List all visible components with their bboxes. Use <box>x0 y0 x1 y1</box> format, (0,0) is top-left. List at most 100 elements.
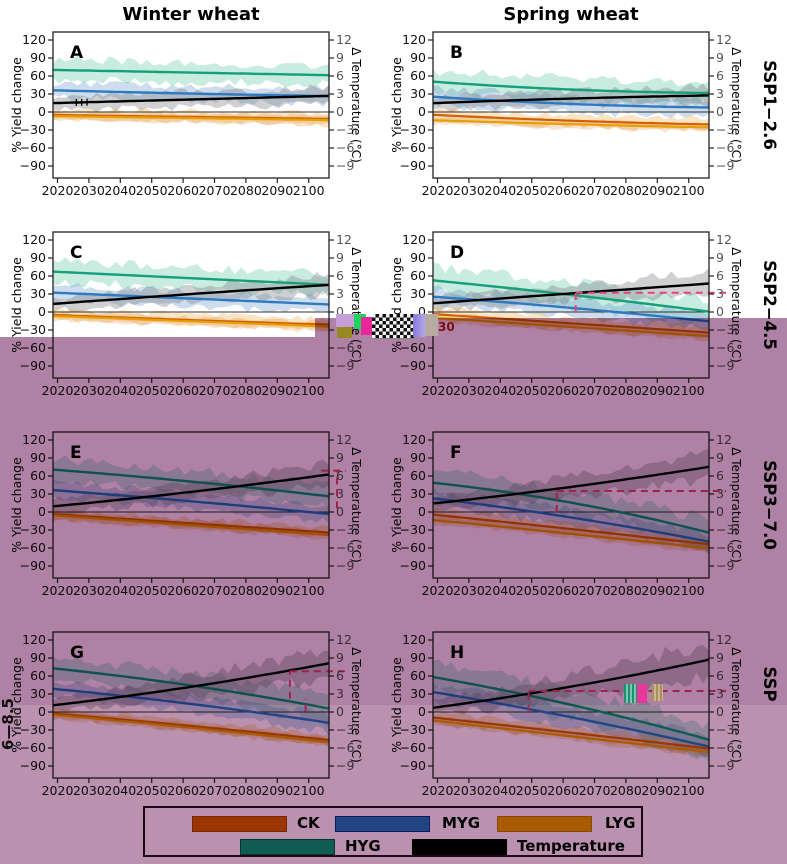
ytick-right: 9 <box>336 650 344 665</box>
ylabel-right: Δ Temperature (°C) <box>349 447 363 563</box>
ytick-left: 60 <box>410 468 426 483</box>
xtick: 2090 <box>261 583 293 598</box>
xtick: 2050 <box>136 383 168 398</box>
scenario-label-row2: SSP3−7.0 <box>760 460 779 550</box>
ytick-right: 12 <box>336 32 352 47</box>
ytick-right: 0 <box>336 104 344 119</box>
panel-letter-A: A <box>70 43 84 63</box>
ylabel-right: Δ Temperature (°C) <box>729 647 743 763</box>
ytick-right: 0 <box>336 704 344 719</box>
ytick-left: 60 <box>30 668 46 683</box>
xtick: 2060 <box>167 583 199 598</box>
ytick-right: 6 <box>716 268 724 283</box>
ytick-left: 30 <box>410 286 426 301</box>
ytick-right: 6 <box>716 468 724 483</box>
ytick-right: 6 <box>336 668 344 683</box>
xtick: 2100 <box>673 783 705 798</box>
ylabel-left: % Yield change <box>389 457 404 553</box>
ytick-left: −30 <box>20 122 46 137</box>
xtick: 2060 <box>547 783 579 798</box>
xtick: 2100 <box>673 383 705 398</box>
ytick-left: 60 <box>30 268 46 283</box>
ytick-left: 30 <box>30 686 46 701</box>
temperature-line-D <box>433 282 709 305</box>
ytick-left: −60 <box>20 140 46 155</box>
ytick-right: −3 <box>336 122 354 137</box>
glitch-lavender-block <box>336 314 355 327</box>
ylabel-right: Δ Temperature (°C) <box>349 247 363 363</box>
ylabel-left: % Yield change <box>389 657 404 753</box>
glitch-tan-bar <box>652 684 663 701</box>
legend-swatch-temperature <box>412 839 507 855</box>
xtick: 2090 <box>641 783 673 798</box>
ytick-left: 120 <box>22 232 46 247</box>
ytick-left: 60 <box>410 668 426 683</box>
legend-swatch-ck <box>192 816 287 832</box>
ylabel-right: Δ Temperature (°C) <box>729 47 743 163</box>
xtick: 2030 <box>453 383 485 398</box>
ylabel-left: % Yield change <box>9 57 24 153</box>
xtick: 2050 <box>136 783 168 798</box>
xtick: 2070 <box>199 183 231 198</box>
xtick: 2090 <box>261 783 293 798</box>
ytick-left: 90 <box>30 650 46 665</box>
scenario-label-row3: SSP <box>760 666 779 701</box>
ytick-left: 90 <box>30 250 46 265</box>
ytick-right: 12 <box>336 632 352 647</box>
xtick: 2070 <box>199 583 231 598</box>
ytick-left: −60 <box>400 140 426 155</box>
hyg-line-B <box>433 80 709 95</box>
glitch-checkerboard <box>372 314 414 339</box>
temperature-line-B <box>433 94 709 105</box>
ylabel-right: Δ Temperature (°C) <box>349 647 363 763</box>
xtick: 2070 <box>199 383 231 398</box>
column-title-winter-wheat: Winter wheat <box>122 4 260 25</box>
xtick: 2090 <box>261 183 293 198</box>
legend-label-temperature: Temperature <box>517 837 625 855</box>
ytick-right: 12 <box>716 632 732 647</box>
ytick-right: −9 <box>336 158 354 173</box>
xtick: 2050 <box>136 183 168 198</box>
xtick: 2090 <box>261 383 293 398</box>
ytick-right: 12 <box>716 32 732 47</box>
ytick-left: 0 <box>418 704 426 719</box>
xtick: 2070 <box>579 583 611 598</box>
ytick-right: 12 <box>336 432 352 447</box>
xtick: 2040 <box>484 783 516 798</box>
ytick-left: 30 <box>410 686 426 701</box>
ytick-left: −30 <box>400 122 426 137</box>
xtick: 2020 <box>42 783 74 798</box>
lyg-line-A <box>53 115 329 122</box>
ytick-left: 90 <box>410 250 426 265</box>
panel-letter-H: H <box>450 643 464 663</box>
xtick: 2080 <box>610 383 642 398</box>
xtick: 2050 <box>516 583 548 598</box>
glitch-displaced-tick-label: 30 <box>438 320 455 334</box>
xtick: 2090 <box>641 183 673 198</box>
ytick-right: 3 <box>336 86 344 101</box>
panel-letter-B: B <box>450 43 463 63</box>
ytick-left: −30 <box>20 322 46 337</box>
xtick: 2030 <box>73 783 105 798</box>
ytick-left: 60 <box>30 68 46 83</box>
glitch-gray-smear <box>425 314 438 336</box>
xtick: 2020 <box>42 383 74 398</box>
ytick-right: 9 <box>336 250 344 265</box>
xtick: 2060 <box>547 183 579 198</box>
ytick-right: 3 <box>716 86 724 101</box>
ytick-left: −90 <box>20 358 46 373</box>
xtick: 2020 <box>422 383 454 398</box>
xtick: 2040 <box>484 583 516 598</box>
ytick-left: −90 <box>20 158 46 173</box>
ytick-left: 120 <box>22 632 46 647</box>
ytick-left: 120 <box>22 32 46 47</box>
ytick-left: 90 <box>30 50 46 65</box>
xtick: 2080 <box>230 583 262 598</box>
xtick: 2060 <box>547 383 579 398</box>
glitch-pink-bar <box>637 684 647 703</box>
ytick-right: 3 <box>716 286 724 301</box>
xtick: 2030 <box>73 583 105 598</box>
ck-line-B <box>433 113 709 126</box>
ytick-right: −3 <box>716 122 734 137</box>
